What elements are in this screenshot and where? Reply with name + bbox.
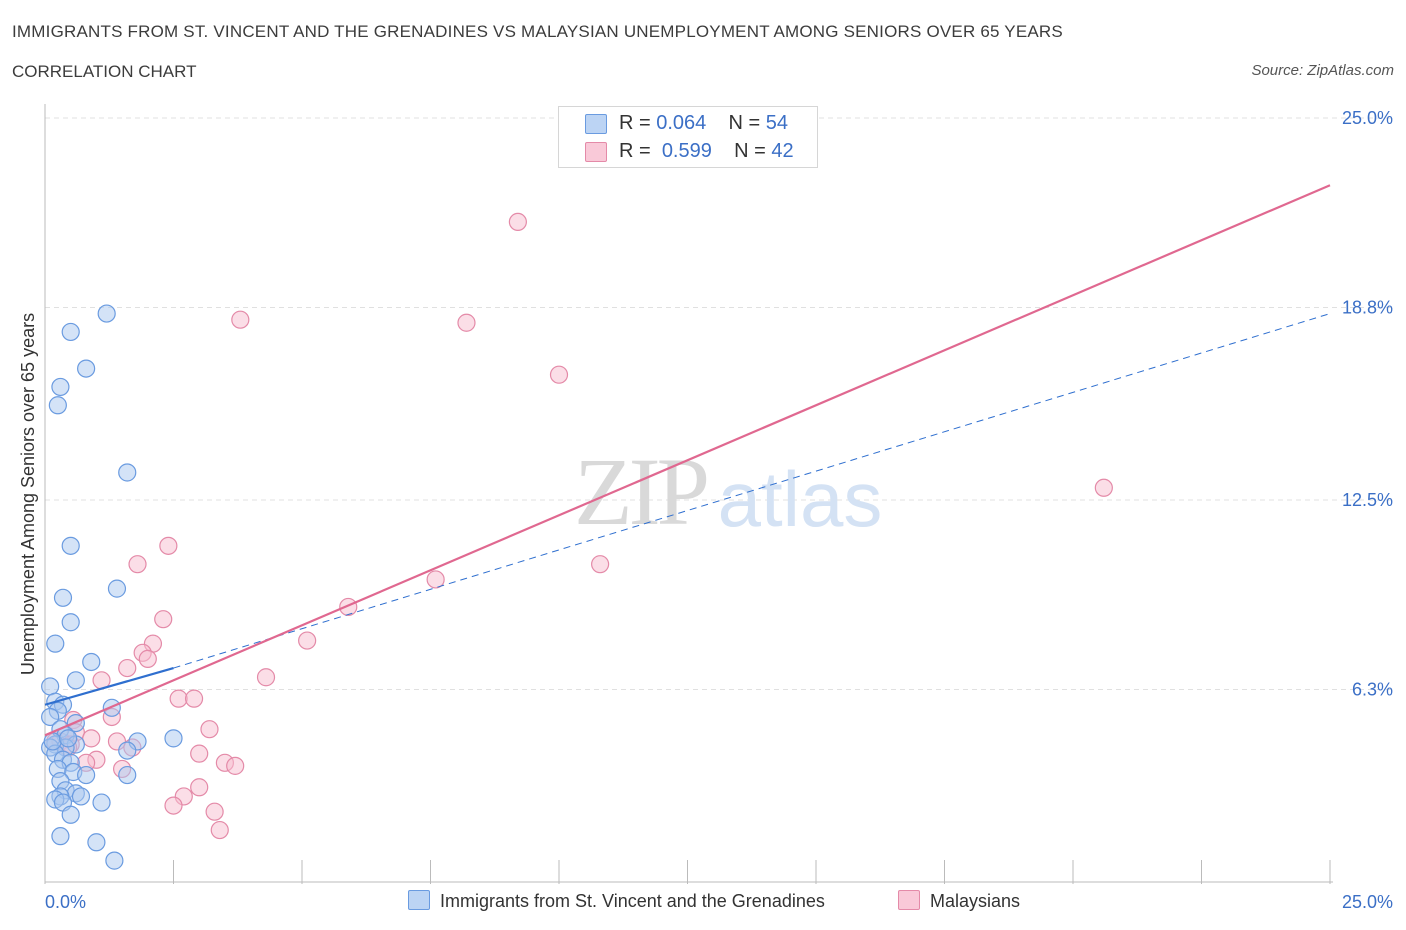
immigrants-point [46,634,65,653]
malaysians-point [118,658,137,678]
y-tick-label: 6.3% [1352,679,1393,699]
malaysians-point [210,820,229,840]
immigrants-point [61,536,80,555]
malaysians-point [549,365,569,384]
malaysians-point [82,729,101,748]
x-tick-label: 0.0% [45,892,86,912]
malaysians-point [184,689,204,708]
immigrants-point [71,787,91,806]
malaysians-point [200,720,219,739]
malaysians-point [190,744,209,763]
immigrants-point [61,613,80,632]
malaysians-trend-line [44,184,1331,737]
immigrants-point [97,304,116,323]
legend-swatch-pink [898,890,920,910]
legend-r-label: R = [619,112,657,134]
immigrants-point [82,652,101,672]
legend-swatch-pink [585,142,607,162]
immigrants-trend-extended [173,313,1331,669]
malaysians-point [457,313,476,332]
immigrants-point [87,833,106,852]
malaysians-point [1094,478,1113,497]
immigrants-point [61,322,80,342]
immigrants-point [53,588,73,607]
immigrants-point [107,579,127,598]
malaysians-point [426,570,445,589]
malaysians-point [190,778,209,797]
legend-n-value: 42 [771,140,794,162]
legend-item-malaysians: Malaysians [898,890,1020,912]
malaysians-point [298,631,317,650]
legend-label-immigrants: Immigrants from St. Vincent and the Gren… [440,891,825,911]
immigrants-point [118,463,137,482]
malaysians-point [205,802,224,821]
legend-n-value: 54 [765,112,789,134]
immigrants-point [92,793,111,812]
watermark-atlas: atlas [718,455,883,543]
malaysians-point [154,610,173,629]
source-label: Source: ZipAtlas.com [1251,62,1394,79]
malaysians-point [169,689,188,708]
malaysians-point [164,796,183,815]
legend-item-immigrants: Immigrants from St. Vincent and the Gren… [408,890,825,912]
y-tick-label: 25.0% [1342,108,1393,128]
y-tick-label: 18.8% [1342,297,1393,317]
immigrants-point [59,729,78,748]
legend-n-label: N = [728,112,766,134]
malaysians-point [128,555,147,574]
immigrants-point [61,805,80,824]
malaysians-point [508,212,527,232]
legend-r-value: 0.064 [656,112,707,134]
legend-swatch-blue [585,114,607,134]
immigrants-point [77,359,96,378]
malaysians-point [231,310,250,329]
y-tick-label: 12.5% [1342,490,1393,510]
immigrants-point [66,671,85,690]
immigrants-point [48,396,67,415]
immigrants-trend-line [44,667,174,706]
immigrants-point [77,765,96,785]
malaysians-point [256,668,276,687]
malaysians-point [138,649,157,669]
immigrants-point [51,377,70,397]
legend-swatch-blue [408,890,430,910]
y-axis-title: Unemployment Among Seniors over 65 years [18,313,38,675]
immigrants-point [105,851,124,870]
legend-label-malaysians: Malaysians [930,891,1021,911]
malaysians-point [226,756,245,775]
x-tick-label: 25.0% [1342,892,1393,912]
immigrants-point [164,729,183,748]
immigrants-point [118,765,137,785]
chart-title: IMMIGRANTS FROM ST. VINCENT AND THE GREN… [12,22,1063,41]
legend-r-value: 0.599 [661,140,712,162]
immigrants-point [118,741,137,760]
legend-n-label: N = [734,140,772,162]
malaysians-point [159,536,178,555]
immigrants-point [51,827,70,846]
watermark-zip: ZIP [574,438,707,545]
immigrants-point [41,677,60,696]
malaysians-point [591,555,610,574]
legend-r-label: R = [619,140,657,162]
chart-subtitle: CORRELATION CHART [12,62,197,81]
immigrants-point [41,707,60,727]
correlation-legend: R = 0.064 N = 54 R = 0.599 N = 42 [558,106,818,168]
